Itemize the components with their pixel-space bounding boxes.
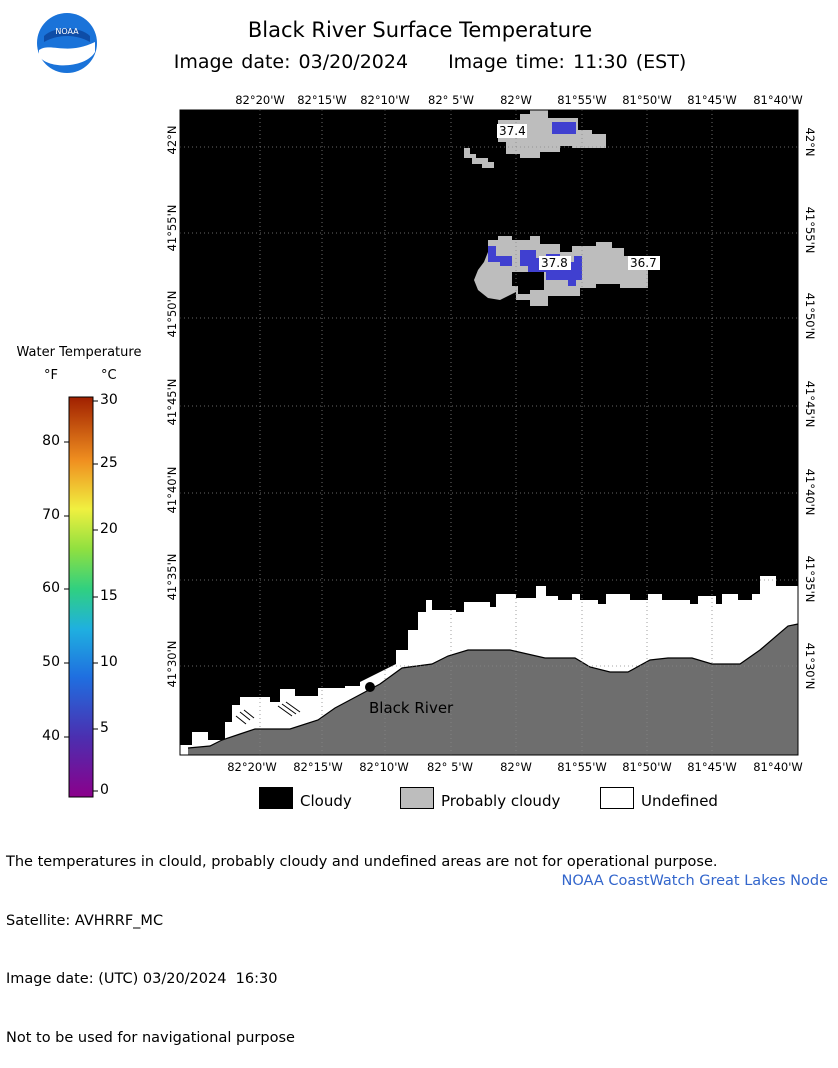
- svg-text:41°55'N: 41°55'N: [803, 207, 817, 254]
- c-tick-25: 25: [100, 455, 118, 471]
- svg-text:41°50'N: 41°50'N: [803, 293, 817, 340]
- f-tick-50: 50: [42, 654, 60, 670]
- temp-label-3: 36.7: [628, 256, 660, 270]
- svg-text:41°35'N: 41°35'N: [165, 554, 179, 601]
- lon-ticks-top: 82°20'W 82°15'W 82°10'W 82° 5'W 82°W 81°…: [235, 93, 803, 107]
- unit-fahrenheit: °F: [44, 368, 58, 383]
- svg-text:41°30'N: 41°30'N: [803, 643, 817, 690]
- lat-ticks-right: 42°N 41°55'N 41°50'N 41°45'N 41°40'N 41°…: [803, 128, 817, 690]
- svg-text:82°W: 82°W: [500, 93, 532, 107]
- key-cloudy-swatch: [259, 787, 293, 809]
- f-tick-70: 70: [42, 507, 60, 523]
- lat-ticks-left: 42°N 41°55'N 41°50'N 41°45'N 41°40'N 41°…: [165, 126, 179, 688]
- f-tick-80: 80: [42, 433, 60, 449]
- svg-text:81°45'W: 81°45'W: [687, 93, 737, 107]
- shoreline: [187, 623, 799, 749]
- svg-text:41°55'N: 41°55'N: [165, 205, 179, 252]
- c-tick-20: 20: [100, 521, 118, 537]
- cold-water-north: [552, 122, 576, 134]
- svg-text:41°50'N: 41°50'N: [165, 291, 179, 338]
- svg-text:41°40'N: 41°40'N: [165, 467, 179, 514]
- temperature-colorbar: [68, 396, 94, 798]
- c-tick-10: 10: [100, 654, 118, 670]
- footer-navigation-warning: Not to be used for navigational purpose: [6, 1029, 295, 1046]
- svg-text:81°40'W: 81°40'W: [753, 93, 803, 107]
- svg-text:41°45'N: 41°45'N: [803, 381, 817, 428]
- svg-text:82°20'W: 82°20'W: [235, 93, 285, 107]
- black-river-marker: [365, 682, 375, 692]
- footer-utc-date: Image date: (UTC) 03/20/2024 16:30: [6, 971, 278, 987]
- footer-notes: The temperatures in clould, probably clo…: [6, 814, 717, 1068]
- map-frame: [179, 109, 799, 756]
- svg-text:37.8: 37.8: [541, 256, 568, 270]
- page-title: Black River Surface Temperature: [247, 18, 593, 42]
- svg-text:81°45'W: 81°45'W: [687, 760, 737, 774]
- probably-cloudy-speck: [464, 148, 494, 168]
- satellite-map: 37.4 37.8 36.7 Black River 82°20'W 82°15…: [64, 93, 817, 798]
- c-tick-0: 0: [100, 782, 109, 798]
- noaa-logo: NOAA: [37, 13, 97, 73]
- temp-label-2: 37.8: [539, 256, 571, 270]
- svg-text:41°40'N: 41°40'N: [803, 469, 817, 516]
- footer-disclaimer: The temperatures in clould, probably clo…: [6, 854, 718, 870]
- c-tick-15: 15: [100, 588, 118, 604]
- footer-satellite: Satellite: AVHRRF_MC: [6, 912, 164, 929]
- svg-text:81°40'W: 81°40'W: [753, 760, 803, 774]
- svg-text:41°45'N: 41°45'N: [165, 379, 179, 426]
- svg-text:82°15'W: 82°15'W: [293, 760, 343, 774]
- svg-text:82° 5'W: 82° 5'W: [427, 760, 473, 774]
- temp-label-1: 37.4: [497, 124, 527, 138]
- f-tick-40: 40: [42, 728, 60, 744]
- svg-text:81°50'W: 81°50'W: [622, 760, 672, 774]
- key-cloudy-label: Cloudy: [300, 792, 352, 810]
- black-river-label: Black River: [369, 699, 454, 717]
- lon-ticks-bottom: 82°20'W 82°15'W 82°10'W 82° 5'W 82°W 81°…: [227, 760, 803, 774]
- svg-text:42°N: 42°N: [165, 126, 179, 155]
- breakwater-marks: [235, 701, 301, 725]
- svg-text:41°35'N: 41°35'N: [803, 556, 817, 603]
- key-probably-cloudy-swatch: [400, 787, 434, 809]
- svg-text:82°W: 82°W: [500, 760, 532, 774]
- image-datetime: Image date: 03/20/2024 Image time: 11:30 …: [120, 51, 740, 73]
- c-tick-30: 30: [100, 392, 118, 408]
- coastwatch-credit: NOAA CoastWatch Great Lakes Node: [561, 873, 828, 889]
- key-probably-cloudy-label: Probably cloudy: [441, 792, 561, 810]
- key-undefined-label: Undefined: [641, 792, 718, 810]
- image-time: Image time: 11:30 (EST): [448, 51, 687, 73]
- svg-text:81°55'W: 81°55'W: [557, 93, 607, 107]
- graticule: [180, 110, 798, 755]
- svg-text:82°10'W: 82°10'W: [359, 760, 409, 774]
- unit-celsius: °C: [101, 368, 117, 383]
- land-area: [180, 624, 798, 755]
- svg-text:81°50'W: 81°50'W: [622, 93, 672, 107]
- image-date: Image date: 03/20/2024: [173, 51, 409, 73]
- svg-text:82°10'W: 82°10'W: [360, 93, 410, 107]
- c-tick-5: 5: [100, 720, 109, 736]
- svg-text:82° 5'W: 82° 5'W: [428, 93, 474, 107]
- svg-text:82°20'W: 82°20'W: [227, 760, 277, 774]
- svg-text:36.7: 36.7: [630, 256, 657, 270]
- svg-text:82°15'W: 82°15'W: [297, 93, 347, 107]
- cloud-gap: [512, 272, 544, 294]
- svg-text:41°30'N: 41°30'N: [165, 641, 179, 688]
- f-tick-60: 60: [42, 580, 60, 596]
- svg-text:NOAA: NOAA: [55, 27, 79, 36]
- legend-title: Water Temperature: [16, 345, 142, 360]
- svg-text:42°N: 42°N: [803, 128, 817, 157]
- svg-text:81°55'W: 81°55'W: [557, 760, 607, 774]
- colorbar-ticks: [64, 400, 98, 792]
- key-undefined-swatch: [600, 787, 634, 809]
- svg-text:37.4: 37.4: [499, 124, 526, 138]
